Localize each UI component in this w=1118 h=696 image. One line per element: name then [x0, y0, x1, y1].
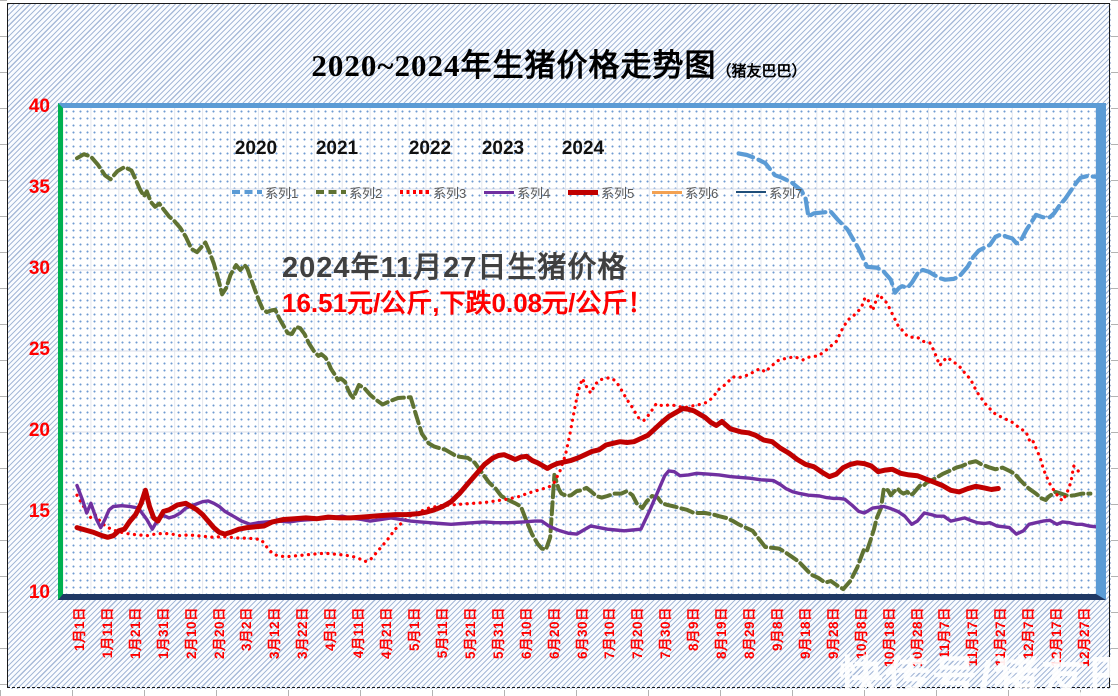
series-line-系列5-2024: [74, 406, 1001, 540]
x-axis-label-19: 6月30日: [574, 607, 590, 660]
year-label-2023: 2023: [481, 138, 525, 159]
legend-swatch-系列6: [652, 190, 682, 194]
chart-plot-svg: [63, 108, 1096, 594]
legend-label-系列7: 系列7: [769, 185, 803, 201]
x-axis-label-4: 1月31日: [155, 607, 171, 660]
x-axis-label-8: 3月12日: [267, 607, 283, 660]
x-axis-label-25: 8月29日: [742, 607, 757, 660]
legend-swatch-系列4: [484, 190, 514, 194]
x-axis-label-26: 9月8日: [769, 607, 785, 652]
x-axis-label-21: 7月20日: [630, 607, 646, 660]
x-axis-label-13: 5月1日: [406, 607, 422, 652]
series-line-系列3-2022: [75, 292, 1084, 564]
x-axis-label-6: 2月20日: [211, 607, 227, 660]
y-axis-label-40: 40: [28, 96, 50, 117]
annotation-date: 2024年11月27日生猪价格: [282, 252, 628, 284]
y-axis-label-35: 35: [28, 177, 50, 198]
legend-item-系列3: 系列3: [400, 185, 467, 201]
legend-item-系列4: 系列4: [484, 185, 551, 201]
year-label-2022: 2022: [408, 138, 452, 159]
x-axis-label-10: 4月1日: [323, 607, 339, 652]
chart-title-main: 2020~2024年生猪价格走势图: [311, 48, 717, 83]
legend-item-系列6: 系列6: [652, 185, 719, 201]
year-label-2020: 2020: [234, 138, 278, 159]
x-axis-label-7: 3月2日: [239, 607, 255, 652]
y-axis-label-25: 25: [28, 339, 50, 360]
legend-item-系列1: 系列1: [232, 185, 299, 201]
legend-label-系列3: 系列3: [433, 185, 467, 201]
legend-swatch-系列7: [736, 190, 766, 194]
series-line-系列2-2021: [75, 152, 1093, 592]
bottom-ruler-edge: [0, 690, 1118, 696]
x-axis-label-2: 1月11日: [99, 607, 115, 659]
legend-label-系列2: 系列2: [349, 185, 383, 201]
x-axis-label-12: 4月21日: [379, 607, 395, 660]
x-axis-label-1: 1月1日: [71, 607, 87, 652]
x-axis-label-3: 1月21日: [127, 607, 143, 660]
x-axis-label-22: 7月30日: [658, 607, 674, 660]
x-axis-label-11: 4月11日: [351, 607, 367, 659]
chart-title-suffix: （猪友巴巴）: [716, 64, 807, 80]
x-axis-label-9: 3月22日: [295, 607, 311, 660]
plot-area: [58, 103, 1106, 600]
legend-label-系列4: 系列4: [517, 185, 551, 201]
x-axis-label-5: 2月10日: [183, 607, 199, 660]
legend-label-系列1: 系列1: [265, 185, 299, 201]
legend-label-系列6: 系列6: [685, 185, 719, 201]
x-axis-label-20: 7月10日: [602, 607, 618, 660]
x-axis-label-27: 9月18日: [797, 607, 813, 660]
annotation-price: 16.51元/公斤,下跌0.08元/公斤！: [282, 288, 654, 318]
right-ruler-edge: [1111, 0, 1118, 696]
y-axis-label-15: 15: [28, 501, 50, 522]
x-axis-label-18: 6月20日: [546, 607, 562, 660]
chart-frame: [7, 3, 1110, 688]
x-axis-label-24: 8月19日: [714, 607, 730, 660]
left-ruler-edge: [0, 0, 7, 696]
series-line-系列1-2020: [736, 151, 1096, 295]
year-label-2024: 2024: [561, 138, 605, 159]
legend-swatch-系列3: [400, 190, 430, 194]
legend-item-系列7: 系列7: [736, 185, 803, 201]
legend-label-系列5: 系列5: [601, 185, 635, 201]
legend-swatch-系列2: [316, 190, 346, 194]
x-axis-label-14: 5月11日: [434, 607, 450, 659]
legend-item-系列5: 系列5: [568, 185, 635, 201]
watermark: 快传号/猪友巴巴: [838, 652, 1118, 696]
x-axis-label-17: 6月10日: [518, 607, 534, 660]
x-axis-label-15: 5月21日: [462, 607, 478, 660]
series-line-系列4-2023: [75, 469, 1096, 536]
legend-swatch-系列5: [568, 189, 598, 195]
legend-swatch-系列1: [232, 190, 262, 194]
y-axis-label-20: 20: [28, 420, 50, 441]
y-axis-label-10: 10: [28, 582, 50, 603]
legend-item-系列2: 系列2: [316, 185, 383, 201]
x-axis-label-16: 5月31日: [490, 607, 506, 660]
y-axis-label-30: 30: [28, 258, 50, 279]
chart-title: 2020~2024年生猪价格走势图（猪友巴巴）: [0, 40, 1118, 85]
year-label-2021: 2021: [315, 138, 359, 159]
x-axis-label-23: 8月9日: [686, 607, 702, 652]
